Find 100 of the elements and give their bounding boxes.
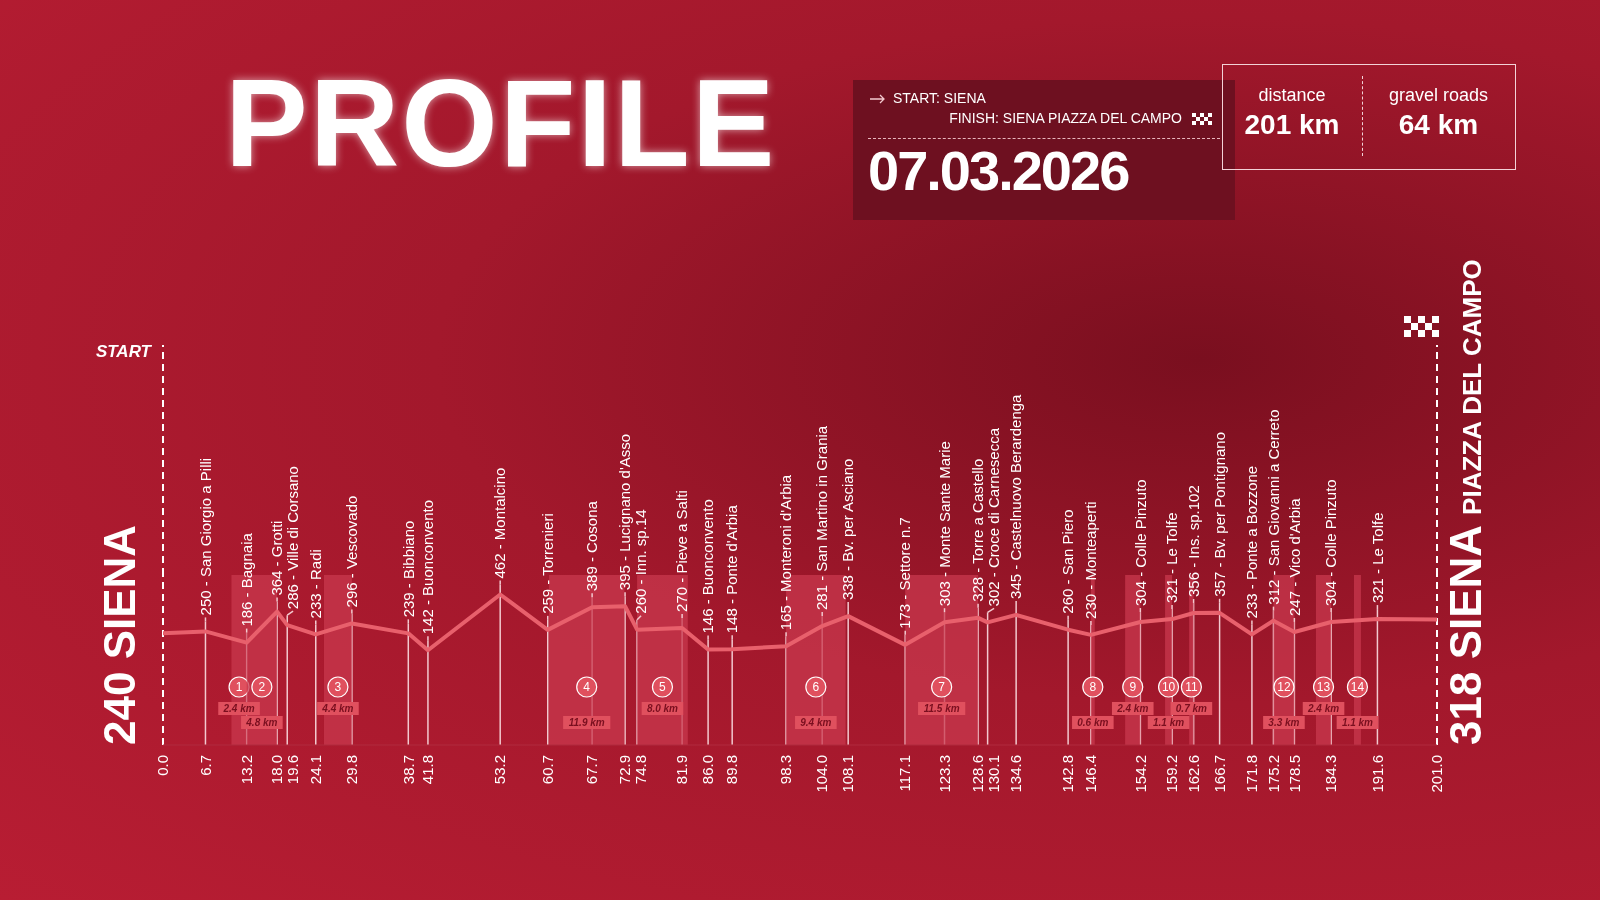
x-tick-label: 89.8	[723, 755, 741, 785]
band-label: 4	[583, 680, 591, 695]
data-label: 312 - San Giovanni a Cerreto	[1264, 409, 1282, 605]
band-label: 14	[1350, 680, 1365, 695]
text: 4.4 km	[321, 703, 354, 715]
x-tick-label: 13.2	[237, 755, 255, 785]
x-tick-label: 175.2	[1264, 755, 1282, 793]
x-tick-label: 60.7	[538, 755, 556, 785]
x-tick-label: 117.1	[896, 755, 914, 792]
data-label: 233 - Radi	[307, 549, 324, 619]
x-tick-label: 41.8	[419, 755, 437, 785]
x-tick-label: 166.7	[1210, 755, 1228, 793]
data-label: 345 - Castelnuovo Berardenga	[1007, 393, 1025, 599]
x-tick-label: 154.2	[1131, 755, 1149, 793]
text: FINISH: SIENA PIAZZA DEL CAMPO	[949, 110, 1182, 127]
data-label: 142 - Buonconvento	[419, 499, 437, 635]
text: 3.3 km	[1268, 717, 1300, 729]
x-tick-label: 128.6	[969, 755, 987, 793]
x-tick-label: 130.1	[985, 755, 1003, 793]
band-label: 8	[1089, 680, 1097, 695]
data-label: 260 - Inn. sp.14	[632, 509, 650, 614]
text: 0.6 km	[1077, 717, 1109, 729]
x-tick-label: 191.6	[1368, 755, 1386, 793]
band-label: 11	[1185, 680, 1198, 695]
text: 07.03.2026	[868, 139, 1129, 202]
x-tick-label: 123.3	[935, 755, 953, 793]
x-tick-label: 159.2	[1163, 755, 1181, 793]
data-label: 364 - Grotti	[268, 520, 286, 596]
data-label: 395 - Lucignano d'Asso	[616, 433, 634, 591]
data-label: 233 - Ponte a Bozzone	[1243, 465, 1261, 619]
text: 2.4 km	[1116, 703, 1149, 715]
data-label: 286 - Ville di Corsano	[284, 466, 302, 610]
band-label: 6	[812, 680, 820, 695]
x-tick-label: 6.7	[196, 755, 214, 776]
data-label: 338 - Bv. per Asciano	[839, 458, 857, 601]
data-label: 250 - San Giorgio a Pilli	[196, 457, 214, 616]
text: START: SIENA	[893, 90, 986, 107]
text: 8.0 km	[646, 703, 679, 715]
ref-line-label: START	[95, 342, 153, 361]
data-label: 296 - Vescovado	[343, 495, 361, 608]
x-tick-label: 0.0	[154, 755, 172, 776]
x-tick-label: 146.4	[1082, 755, 1100, 793]
band-label: 9	[1129, 680, 1137, 695]
data-label: 259 - Torrenieri	[538, 513, 556, 614]
x-tick-label: 162.6	[1184, 755, 1202, 793]
band-label: 10	[1161, 680, 1176, 695]
chart-title: PROFILE	[225, 54, 777, 192]
text: 64 km	[1397, 109, 1480, 141]
band-label: 7	[938, 680, 946, 695]
text: 1.1 km	[1341, 717, 1374, 729]
data-label: 304 - Colle Pinzuto	[1131, 479, 1149, 607]
band-label: 13	[1316, 680, 1331, 695]
data-label: 260 - San Piero	[1059, 509, 1077, 614]
data-label: 239 - Bibbiano	[399, 520, 417, 618]
x-tick-label: 72.9	[616, 755, 634, 785]
band-label: 1	[235, 680, 243, 695]
data-label: 281 - San Martino in Grania	[813, 425, 831, 611]
x-tick-label: 74.8	[632, 755, 650, 785]
data-label: 304 - Colle Pinzuto	[1322, 479, 1340, 607]
text: distance	[1257, 85, 1327, 106]
x-tick-label: 86.0	[699, 755, 717, 785]
data-label: 247 - Vico d'Arbia	[1285, 497, 1303, 616]
data-label: 356 - Ins. sp.102	[1184, 485, 1202, 597]
x-tick-label: 38.7	[399, 755, 417, 785]
text: 1.1 km	[1153, 717, 1185, 729]
x-tick-label: 98.3	[777, 755, 795, 785]
data-label: 186 - Bagnaia	[237, 532, 255, 627]
band-label: 12	[1277, 680, 1291, 695]
data-label: 321 - Le Tolfe	[1368, 512, 1386, 604]
x-tick-label: 142.8	[1059, 755, 1077, 793]
text: 9.4 km	[800, 717, 832, 729]
data-label: 148 - Ponte d'Arbia	[723, 504, 741, 634]
data-label: 318 SIENA PIAZZA DEL CAMPO	[1441, 259, 1490, 745]
x-tick-label: 67.7	[583, 755, 601, 785]
x-tick-label: 53.2	[491, 755, 509, 785]
band-label: 5	[659, 680, 667, 695]
x-tick-label: 24.1	[307, 755, 324, 785]
text: 201 km	[1243, 109, 1341, 141]
text: 0.7 km	[1175, 703, 1208, 715]
data-label: 230 - Monteaperti	[1082, 501, 1100, 619]
data-label: 321 - Le Tolfe	[1163, 512, 1181, 604]
x-tick-label: 81.9	[673, 755, 691, 785]
data-label: 389 - Cosona	[583, 500, 601, 592]
band-label: 3	[334, 680, 342, 695]
text: gravel roads	[1387, 85, 1490, 106]
data-label: 303 - Monte Sante Marie	[935, 441, 953, 607]
data-label: 462 - Montalcino	[491, 467, 509, 579]
data-label: 173 - Settore n.7	[896, 517, 914, 629]
x-tick-label: 184.3	[1322, 755, 1340, 793]
x-tick-label: 201.0	[1428, 755, 1446, 793]
data-label: 270 - Pieve a Salti	[673, 490, 691, 612]
data-label: 302 - Croce di Carnesecca	[985, 427, 1003, 607]
x-tick-label: 18.0	[268, 755, 286, 785]
x-tick-label: 171.8	[1243, 755, 1261, 793]
band-label: 2	[258, 680, 266, 695]
x-tick-label: 178.5	[1285, 755, 1303, 793]
x-tick-label: 108.1	[839, 755, 857, 793]
x-tick-label: 134.6	[1007, 755, 1025, 793]
text: 2.4 km	[222, 703, 255, 715]
x-tick-label: 104.0	[813, 755, 831, 793]
